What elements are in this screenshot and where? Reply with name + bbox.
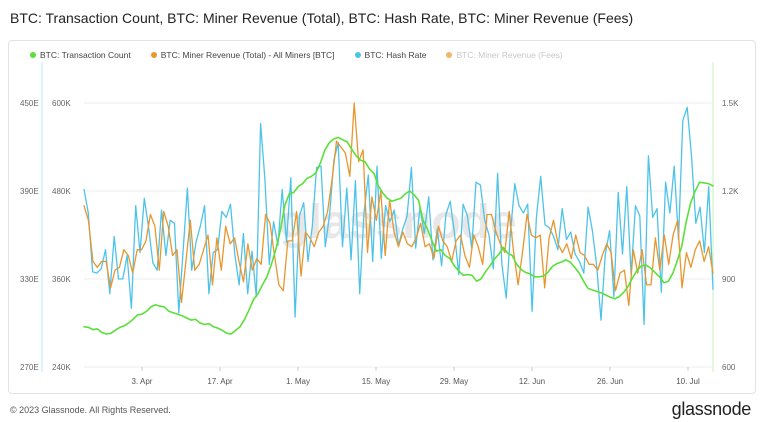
left-outer-tick-label: 450E	[20, 99, 39, 108]
series-line-miner-revenue	[83, 102, 714, 307]
legend-label-revenue: BTC: Miner Revenue (Total) - All Miners …	[160, 50, 335, 60]
left-outer-tick-label: 330E	[20, 275, 39, 284]
legend-item-hash[interactable]: BTC: Hash Rate	[354, 50, 427, 60]
x-tick-label: 15. May	[362, 377, 390, 386]
legend-label-fees: BTC: Miner Revenue (Fees)	[456, 50, 563, 60]
x-tick-label: 29. May	[440, 377, 468, 386]
right-tick-label: 1.5K	[722, 99, 739, 108]
chart-title: BTC: Transaction Count, BTC: Miner Reven…	[10, 10, 634, 26]
legend-dot-fees	[446, 52, 453, 58]
left-inner-tick-label: 600K	[52, 99, 71, 108]
legend-item-revenue[interactable]: BTC: Miner Revenue (Total) - All Miners …	[150, 50, 335, 60]
legend-dot-tx	[30, 52, 36, 58]
legend-label-tx: BTC: Transaction Count	[40, 50, 131, 60]
left-inner-tick-label: 360K	[52, 275, 71, 284]
left-inner-tick-label: 240K	[52, 363, 71, 372]
glassnode-logo: glassnode	[671, 399, 752, 419]
x-tick-label: 12. Jun	[519, 377, 545, 386]
legend-dot-hash	[354, 52, 361, 58]
x-tick-label: 26. Jun	[597, 377, 623, 386]
copyright-text: © 2023 Glassnode. All Rights Reserved.	[10, 405, 171, 415]
series-line-transaction-count	[83, 136, 714, 335]
x-tick-label: 10. Jul	[676, 377, 700, 386]
legend-label-hash: BTC: Hash Rate	[364, 50, 427, 60]
x-tick-label: 3. Apr	[132, 377, 153, 386]
left-outer-tick-label: 270E	[20, 363, 39, 372]
left-inner-tick-label: 480K	[52, 187, 71, 196]
x-tick-label: 1. May	[286, 377, 310, 386]
right-tick-label: 900	[722, 275, 736, 284]
right-tick-label: 1.2K	[722, 187, 739, 196]
right-tick-label: 600	[722, 363, 736, 372]
legend-item-tx[interactable]: BTC: Transaction Count	[30, 50, 131, 60]
legend-dot-revenue	[150, 52, 157, 58]
chart-legend: BTC: Transaction Count BTC: Miner Revenu…	[30, 50, 563, 60]
x-tick-label: 17. Apr	[207, 377, 233, 386]
legend-item-fees[interactable]: BTC: Miner Revenue (Fees)	[446, 50, 563, 60]
left-outer-tick-label: 390E	[20, 187, 39, 196]
